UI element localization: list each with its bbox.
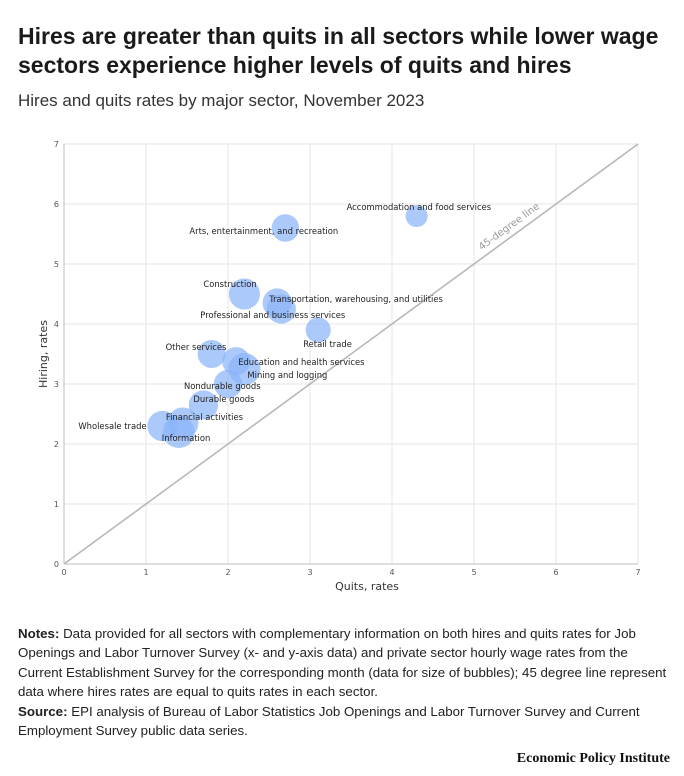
y-tick-label: 4 <box>54 320 59 329</box>
source-label: Source: <box>18 704 68 719</box>
point-label: Mining and logging <box>247 370 327 380</box>
notes: Notes: Data provided for all sectors wit… <box>18 624 670 702</box>
bubble <box>305 317 331 343</box>
x-axis-label: Quits, rates <box>335 580 399 593</box>
chart-title: Hires are greater than quits in all sect… <box>18 23 659 78</box>
y-tick-label: 7 <box>54 140 59 149</box>
reference-line <box>63 143 639 565</box>
y-tick-label: 5 <box>54 260 59 269</box>
bubble <box>405 204 428 228</box>
point-label: Other services <box>166 342 227 352</box>
y-axis-label: Hiring, rates <box>37 320 50 388</box>
notes-text: Data provided for all sectors with compl… <box>18 626 667 700</box>
y-tick-label: 1 <box>54 500 59 509</box>
grid <box>63 143 639 565</box>
point-label: Transportation, warehousing, and utiliti… <box>268 294 443 304</box>
x-tick-label: 3 <box>307 568 312 577</box>
axes: 0 1 2 3 4 5 6 7 0 1 2 3 4 5 6 7 Quits, rates Hiring, rate… <box>37 140 641 593</box>
bubble <box>197 339 226 369</box>
point-label: Construction <box>203 279 256 289</box>
y-tick-label: 3 <box>54 380 59 389</box>
x-tick-label: 0 <box>61 568 66 577</box>
x-tick-label: 6 <box>553 568 558 577</box>
y-tick-label: 0 <box>54 560 59 569</box>
point-label: Arts, entertainment, and recreation <box>189 226 338 236</box>
bubble <box>188 390 219 420</box>
point-label: Information <box>162 433 210 443</box>
brand-logo-text: Economic Policy Institute <box>516 751 670 766</box>
y-tick-label: 6 <box>54 200 59 209</box>
notes-label: Notes: <box>18 626 60 641</box>
x-tick-label: 5 <box>471 568 476 577</box>
point-label: Durable goods <box>193 394 254 404</box>
point-label: Accommodation and food services <box>347 202 491 212</box>
point-label: Retail trade <box>303 339 352 349</box>
point-label: Professional and business services <box>200 310 345 320</box>
y-tick-label: 2 <box>54 440 59 449</box>
chart-subtitle: Hires and quits rates by major sector, N… <box>18 91 425 110</box>
point-label: Nondurable goods <box>184 381 261 391</box>
bubble <box>213 369 243 399</box>
label-group: Accommodation and food services Arts, ent… <box>78 202 491 443</box>
bubble <box>228 278 260 310</box>
x-tick-label: 4 <box>389 568 394 577</box>
bubble <box>162 416 195 448</box>
bubble-group <box>147 204 428 448</box>
point-label: Financial activities <box>166 412 243 422</box>
source: Source: EPI analysis of Bureau of Labor … <box>18 702 670 741</box>
scatter-chart: 45-degree line Accommodation and food se… <box>37 140 641 593</box>
x-tick-label: 2 <box>225 568 230 577</box>
bubble <box>266 294 296 324</box>
point-label: Education and health services <box>238 357 364 367</box>
bubble <box>271 214 300 242</box>
source-text: EPI analysis of Bureau of Labor Statisti… <box>18 704 640 739</box>
x-tick-label: 7 <box>635 568 640 577</box>
x-tick-label: 1 <box>143 568 148 577</box>
point-label: Wholesale trade <box>78 421 146 431</box>
